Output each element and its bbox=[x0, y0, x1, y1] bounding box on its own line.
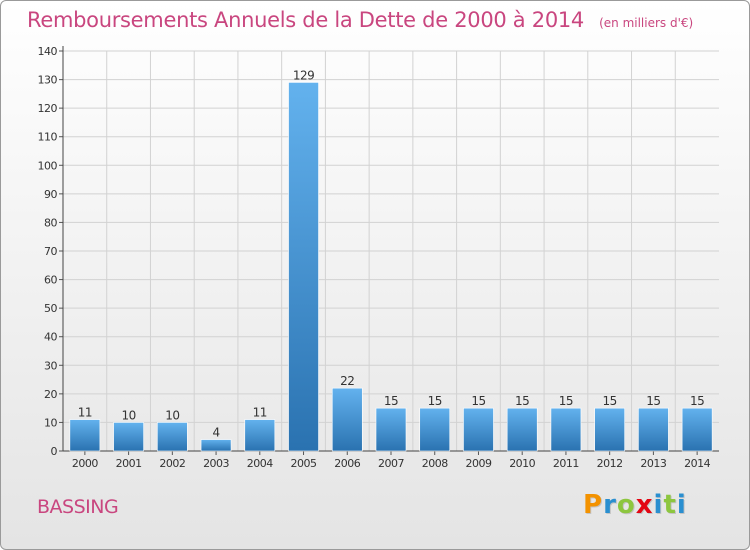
y-tick-label: 70 bbox=[44, 245, 57, 258]
bar-value-label: 11 bbox=[78, 406, 92, 420]
proxiti-logo[interactable]: Proxiti bbox=[583, 490, 687, 520]
logo-letter: i bbox=[676, 490, 687, 520]
bar bbox=[69, 419, 101, 452]
bar bbox=[157, 422, 188, 452]
bar-value-label: 15 bbox=[428, 394, 442, 408]
x-tick-label: 2001 bbox=[116, 457, 142, 470]
bar bbox=[506, 407, 538, 452]
x-tick-label: 2007 bbox=[378, 457, 404, 470]
y-tick-label: 130 bbox=[38, 74, 58, 87]
bar-value-label: 15 bbox=[471, 394, 485, 408]
bar-value-label: 10 bbox=[165, 408, 179, 422]
bar-value-label: 10 bbox=[121, 408, 135, 422]
x-tick-label: 2009 bbox=[465, 457, 491, 470]
logo-letter: t bbox=[663, 490, 677, 520]
logo-letter: i bbox=[653, 490, 664, 520]
bar-value-label: 15 bbox=[384, 394, 398, 408]
bar-value-label: 4 bbox=[212, 426, 219, 440]
bar bbox=[244, 419, 276, 452]
x-tick-label: 2004 bbox=[247, 457, 273, 470]
x-tick-label: 2014 bbox=[684, 457, 710, 470]
chart-subtitle: (en milliers d'€) bbox=[599, 16, 694, 30]
logo-letter: P bbox=[583, 490, 604, 520]
bar-value-label: 15 bbox=[515, 394, 529, 408]
y-tick-label: 110 bbox=[38, 131, 58, 144]
logo-letter: r bbox=[603, 490, 617, 520]
x-tick-label: 2006 bbox=[334, 457, 360, 470]
bar-value-label: 15 bbox=[559, 394, 573, 408]
y-tick-label: 80 bbox=[44, 216, 57, 229]
y-tick-label: 120 bbox=[38, 102, 58, 115]
y-tick-label: 50 bbox=[44, 302, 57, 315]
y-tick-label: 90 bbox=[44, 188, 57, 201]
bar-value-label: 11 bbox=[253, 406, 267, 420]
bar-value-label: 15 bbox=[690, 394, 704, 408]
title-row: Remboursements Annuels de la Dette de 20… bbox=[27, 8, 693, 32]
commune-name: BASSING bbox=[37, 496, 119, 518]
y-tick-label: 60 bbox=[44, 274, 57, 287]
x-tick-label: 2011 bbox=[553, 457, 579, 470]
bar bbox=[638, 407, 669, 452]
y-tick-label: 20 bbox=[44, 388, 57, 401]
y-tick-label: 30 bbox=[44, 359, 57, 372]
bar bbox=[375, 407, 407, 452]
x-tick-label: 2000 bbox=[72, 457, 98, 470]
x-tick-label: 2013 bbox=[640, 457, 666, 470]
x-tick-label: 2005 bbox=[291, 457, 317, 470]
labels: 0 10 20 30 40 50 60 70 80 90 100 110 120 130 140 11 2000… bbox=[38, 45, 712, 470]
bar bbox=[113, 422, 144, 452]
x-tick-label: 2002 bbox=[159, 457, 185, 470]
bar bbox=[463, 407, 494, 452]
bar-value-label: 15 bbox=[603, 394, 617, 408]
bar bbox=[594, 407, 625, 452]
bar bbox=[200, 439, 232, 452]
x-tick-label: 2003 bbox=[203, 457, 229, 470]
y-tick-label: 100 bbox=[38, 159, 58, 172]
bar-value-label: 15 bbox=[646, 394, 660, 408]
y-tick-label: 10 bbox=[44, 416, 57, 429]
gridlines bbox=[63, 50, 719, 451]
x-tick-label: 2012 bbox=[597, 457, 623, 470]
y-tick-label: 140 bbox=[38, 45, 58, 58]
logo-letter: x bbox=[635, 490, 654, 520]
bar bbox=[331, 387, 363, 452]
y-tick-label: 0 bbox=[51, 445, 58, 458]
bar bbox=[419, 407, 451, 452]
logo-letter: o bbox=[616, 490, 636, 520]
chart-title: Remboursements Annuels de la Dette de 20… bbox=[27, 8, 584, 32]
bar-value-label: 129 bbox=[293, 68, 314, 82]
y-tick-label: 40 bbox=[44, 331, 57, 344]
x-tick-label: 2008 bbox=[422, 457, 448, 470]
x-tick-label: 2010 bbox=[509, 457, 535, 470]
bar bbox=[550, 407, 582, 452]
bar bbox=[288, 82, 319, 452]
bars bbox=[69, 82, 713, 452]
bar bbox=[681, 407, 713, 452]
bar-value-label: 22 bbox=[340, 374, 354, 388]
